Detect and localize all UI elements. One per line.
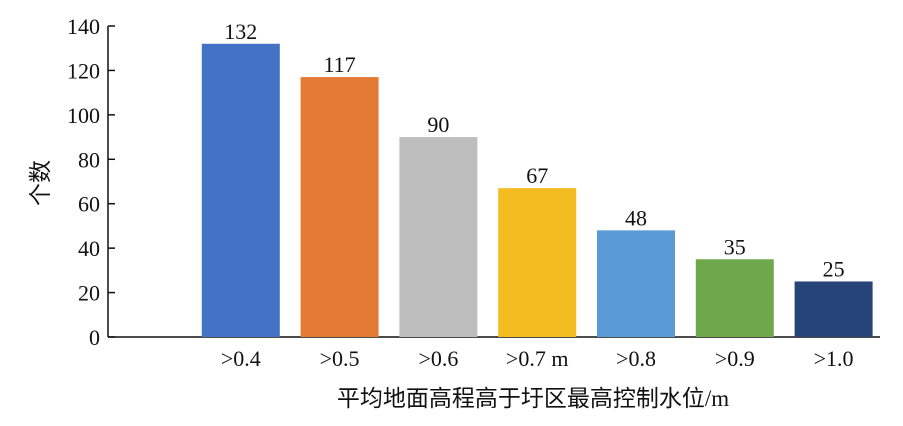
data-label: 90: [427, 112, 449, 137]
y-tick-label: 0: [89, 325, 100, 350]
data-label: 67: [526, 163, 548, 188]
y-axis-title: 个数: [28, 160, 53, 206]
bar: [201, 43, 280, 338]
bar: [498, 188, 577, 337]
data-label: 35: [724, 234, 746, 259]
x-tick-label: >0.7 m: [506, 346, 569, 371]
x-tick-label: >0.5: [320, 346, 360, 371]
x-axis-title: 平均地面高程高于圩区最高控制水位/m: [337, 386, 729, 411]
x-tick-label: >0.4: [221, 346, 261, 371]
x-tick-label: >1.0: [814, 346, 854, 371]
bars: [201, 43, 873, 338]
bar: [399, 137, 478, 337]
bar: [695, 259, 774, 337]
labels: 132 >0.4 117 >0.5 90 >0.6 67 >0.7 m 48 >0.8 35 >0.9…: [221, 19, 854, 371]
data-label: 117: [324, 52, 356, 77]
axes: 0 20 40 60 80 100 120 140: [67, 14, 880, 350]
y-tick-label: 140: [67, 14, 100, 39]
x-tick-label: >0.6: [418, 346, 458, 371]
x-tick-label: >0.8: [616, 346, 656, 371]
y-tick-label: 100: [67, 103, 100, 128]
data-label: 132: [224, 19, 257, 44]
x-tick-label: >0.9: [715, 346, 755, 371]
data-label: 25: [823, 256, 845, 281]
bar: [794, 281, 873, 337]
y-tick-label: 40: [78, 236, 100, 261]
y-tick-label: 120: [67, 58, 100, 83]
y-tick-label: 60: [78, 192, 100, 217]
y-tick-label: 80: [78, 147, 100, 172]
y-tick-label: 20: [78, 281, 100, 306]
bar: [597, 230, 675, 337]
bar: [300, 77, 379, 337]
data-label: 48: [625, 205, 647, 230]
